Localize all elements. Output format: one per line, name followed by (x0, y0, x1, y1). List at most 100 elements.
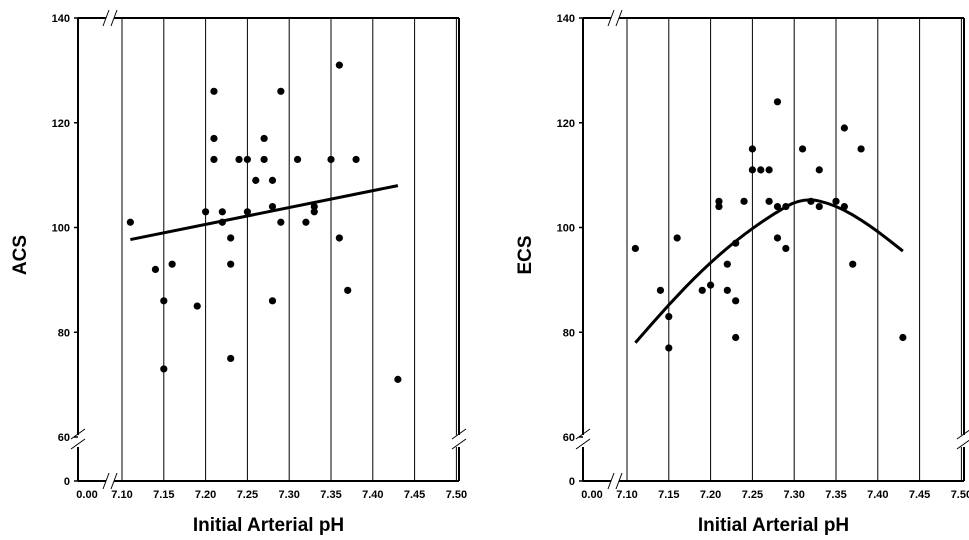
data-point (151, 265, 160, 273)
axis-break-slash (70, 428, 86, 440)
axis-break-gap (74, 435, 82, 447)
data-point (723, 286, 731, 294)
data-point (227, 354, 235, 363)
data-point (277, 218, 285, 226)
x-tick-label: 7.35 (825, 489, 846, 501)
data-point (293, 155, 302, 164)
x-tick-label: 7.50 (951, 489, 969, 501)
data-point (732, 239, 740, 247)
data-point (832, 197, 840, 205)
data-point (715, 202, 723, 211)
data-point (268, 297, 277, 305)
x-tick-label: 0.00 (581, 489, 602, 501)
data-point (243, 208, 251, 216)
y-tick-label: 120 (52, 118, 70, 130)
x-tick-label: 7.30 (783, 489, 804, 501)
axis-break-slash (451, 438, 467, 450)
data-point (656, 286, 665, 294)
data-point (235, 155, 243, 164)
data-point (773, 234, 782, 242)
axis-break-gap (611, 14, 619, 22)
data-point (210, 87, 218, 95)
axis-break-slash (615, 472, 623, 490)
chart-1: 0 60 80 100 120 140 0.00 7.10 7.15 7.20 7.25 7.30 7.… (10, 9, 467, 536)
data-point (765, 197, 773, 205)
y-tick-label: 140 (52, 13, 70, 25)
data-point (202, 208, 210, 216)
x-tick-label: 7.15 (658, 489, 679, 501)
data-point (740, 197, 748, 205)
data-point (268, 176, 277, 184)
x-tick-label: 7.25 (237, 489, 258, 501)
chart-2: 0 60 80 100 120 140 0.00 7.10 7.15 7.20 7.25 7.30 7.… (515, 9, 969, 536)
data-point (310, 208, 318, 216)
x-tick-label: 7.35 (320, 489, 341, 501)
data-point (715, 197, 723, 205)
axis-break-slash (607, 9, 615, 27)
data-point (210, 134, 218, 143)
data-point (698, 286, 706, 294)
data-point (815, 166, 823, 174)
axis-break-gap (106, 14, 114, 22)
data-point (218, 208, 226, 216)
data-point (782, 202, 790, 211)
y-tick-label: 80 (563, 327, 575, 339)
x-tick-label: 7.20 (700, 489, 721, 501)
data-point (168, 260, 176, 268)
data-point (732, 333, 740, 342)
data-point (840, 202, 848, 211)
data-point (193, 302, 201, 310)
x-tick-label: 7.40 (362, 489, 383, 501)
y-tick-label: 100 (557, 223, 575, 235)
axis-break-slash (70, 438, 86, 450)
axis-break-gap (455, 435, 463, 447)
x-tick-label: 7.40 (867, 489, 888, 501)
axis-break-slash (102, 472, 110, 490)
x-tick-label: 7.45 (404, 489, 425, 501)
data-point (227, 260, 235, 268)
x-tick-label: 7.45 (909, 489, 930, 501)
data-point (210, 155, 218, 164)
x-tick-label: 7.15 (153, 489, 174, 501)
data-point (344, 286, 352, 294)
data-point (707, 281, 715, 289)
data-point (335, 61, 343, 69)
y-axis-title: ECS (515, 235, 536, 274)
axis-break-slash (575, 438, 591, 450)
x-axis-title: Initial Arterial pH (698, 515, 849, 536)
data-point (732, 297, 740, 305)
axis-break-gap (611, 477, 619, 485)
axis-break-slash (110, 9, 118, 27)
data-point (335, 234, 343, 242)
data-point (798, 145, 807, 153)
data-point (394, 375, 402, 383)
y-tick-label: 100 (52, 223, 70, 235)
data-point (773, 202, 782, 211)
y-tick-label: 0 (569, 476, 575, 488)
axis-break-gap (960, 435, 968, 447)
data-point (665, 312, 673, 321)
axis-break-slash (102, 9, 110, 27)
x-tick-label: 7.50 (446, 489, 467, 501)
data-point (840, 124, 848, 132)
data-point (227, 234, 235, 242)
data-point (807, 197, 815, 205)
y-tick-label: 120 (557, 118, 575, 130)
data-point (757, 166, 765, 174)
axis-break-gap (579, 435, 587, 447)
y-tick-label: 60 (58, 432, 70, 444)
data-point (748, 145, 757, 153)
axis-break-slash (607, 472, 615, 490)
data-point (252, 176, 260, 184)
data-point (849, 260, 857, 268)
x-tick-label: 7.10 (111, 489, 132, 501)
data-point (631, 244, 639, 253)
y-tick-label: 60 (563, 432, 575, 444)
y-tick-label: 80 (58, 327, 70, 339)
data-point (126, 218, 134, 226)
data-point (765, 166, 773, 174)
axis-break-slash (451, 428, 467, 440)
x-axis-title: Initial Arterial pH (193, 515, 344, 536)
regression-fit-line (130, 184, 399, 242)
